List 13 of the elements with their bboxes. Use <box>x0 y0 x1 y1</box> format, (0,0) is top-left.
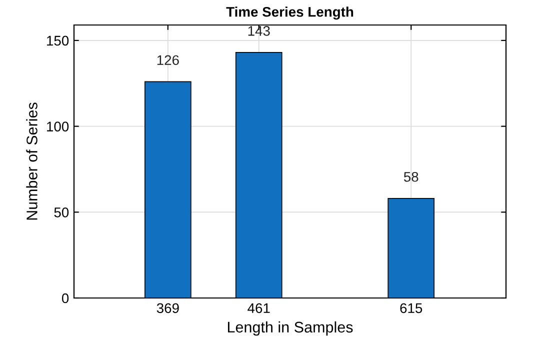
y-tick-label: 0 <box>62 293 69 304</box>
y-tick-label: 50 <box>54 207 69 218</box>
y-tick-label: 100 <box>47 122 69 132</box>
x-tick-label: 615 <box>400 303 422 314</box>
x-tick-label: 369 <box>156 303 179 314</box>
x-axis-title: Length in Samples <box>228 321 353 336</box>
data-label: 126 <box>157 55 179 66</box>
x-tick-label: 461 <box>248 303 270 314</box>
data-label: 143 <box>248 26 270 36</box>
chart-title: Time Series Length <box>226 6 354 20</box>
y-axis-title: Number of Series <box>26 102 38 220</box>
y-tick-label: 150 <box>47 36 69 46</box>
data-label: 58 <box>404 172 418 182</box>
